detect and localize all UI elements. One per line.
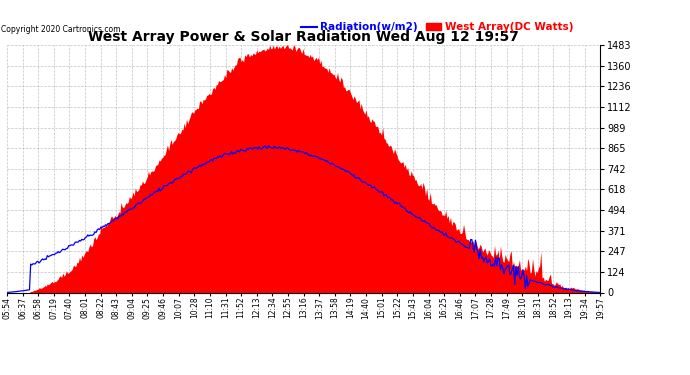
Title: West Array Power & Solar Radiation Wed Aug 12 19:57: West Array Power & Solar Radiation Wed A… [88, 30, 519, 44]
Legend: Radiation(w/m2), West Array(DC Watts): Radiation(w/m2), West Array(DC Watts) [297, 18, 578, 36]
Text: Copyright 2020 Cartronics.com: Copyright 2020 Cartronics.com [1, 25, 121, 34]
